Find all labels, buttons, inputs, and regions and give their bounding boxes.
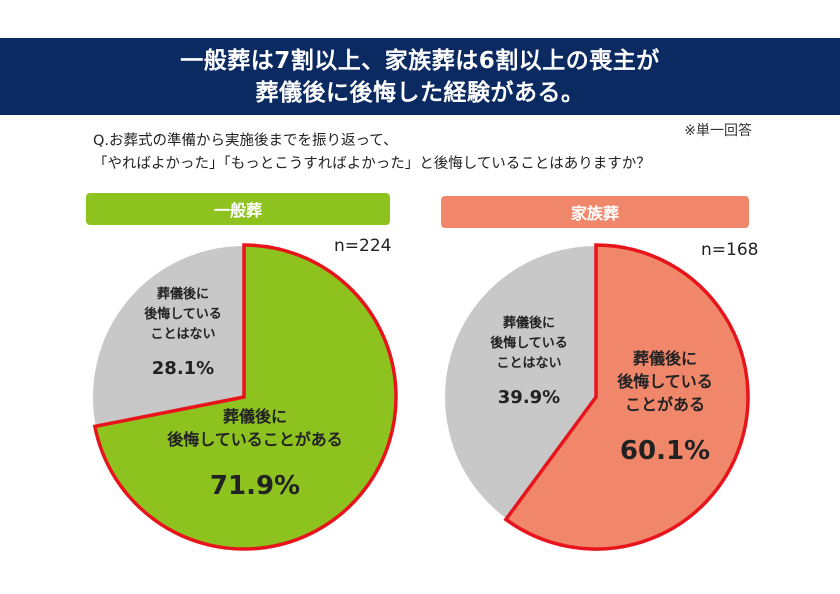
survey-question: Q.お葬式の準備から実施後までを振り返って、 「やればよかった」「もっとこうすれ… bbox=[93, 130, 651, 176]
data-label-family-regret: 60.1% bbox=[619, 436, 711, 466]
pie-chart-general-funeral bbox=[91, 243, 398, 551]
chart-title-family-funeral: 家族葬 bbox=[441, 196, 749, 228]
slice-label-line: 後悔している bbox=[144, 307, 222, 322]
slice-label-line: 葬儀後に bbox=[502, 316, 555, 331]
pie-slice-highlight-outline bbox=[92, 243, 398, 551]
slice-text-family-no-regret: 葬儀後に 後悔している ことはない 39.9% bbox=[474, 314, 584, 408]
pie-slice-no-regret bbox=[443, 243, 597, 521]
slice-label-line: ことはない bbox=[150, 327, 216, 342]
question-line-1: Q.お葬式の準備から実施後までを振り返って、 bbox=[93, 133, 398, 149]
slice-label-line: 後悔していることがある bbox=[167, 430, 343, 449]
slice-label-line: 葬儀後に bbox=[222, 407, 287, 426]
data-label-general-no-regret: 28.1% bbox=[151, 358, 215, 379]
slice-text-general-regret: 葬儀後に 後悔していることがある 71.9% bbox=[140, 405, 370, 501]
title-banner: 一般葬は7割以上、家族葬は6割以上の喪主が 葬儀後に後悔した経験がある。 bbox=[0, 38, 840, 115]
slice-label-line: 葬儀後に bbox=[632, 349, 697, 368]
chart-title-general-funeral: 一般葬 bbox=[86, 193, 390, 225]
pie-slice-highlight-outline bbox=[503, 243, 750, 551]
title-line-2: 葬儀後に後悔した経験がある。 bbox=[255, 79, 585, 106]
slice-label-line: ことがある bbox=[624, 395, 705, 414]
slice-text-family-regret: 葬儀後に 後悔している ことがある 60.1% bbox=[595, 347, 735, 466]
sample-size-family: n=168 bbox=[701, 240, 759, 260]
pie-chart-family-funeral bbox=[443, 243, 750, 551]
title-line-1: 一般葬は7割以上、家族葬は6割以上の喪主が bbox=[180, 47, 660, 74]
slice-label-line: 葬儀後に bbox=[156, 287, 209, 302]
question-line-2: 「やればよかった」「もっとこうすればよかった」と後悔していることはありますか？ bbox=[93, 156, 651, 172]
slice-label-line: 後悔している bbox=[490, 336, 568, 351]
pie-slice-no-regret bbox=[91, 243, 245, 428]
slice-label-line: 後悔している bbox=[617, 372, 713, 391]
data-label-family-no-regret: 39.9% bbox=[497, 387, 561, 408]
answer-type-note: ※単一回答 bbox=[684, 123, 752, 139]
sample-size-general: n=224 bbox=[334, 236, 392, 256]
slice-text-general-no-regret: 葬儀後に 後悔している ことはない 28.1% bbox=[128, 285, 238, 379]
slice-label-line: ことはない bbox=[496, 356, 562, 371]
data-label-general-regret: 71.9% bbox=[209, 471, 301, 501]
